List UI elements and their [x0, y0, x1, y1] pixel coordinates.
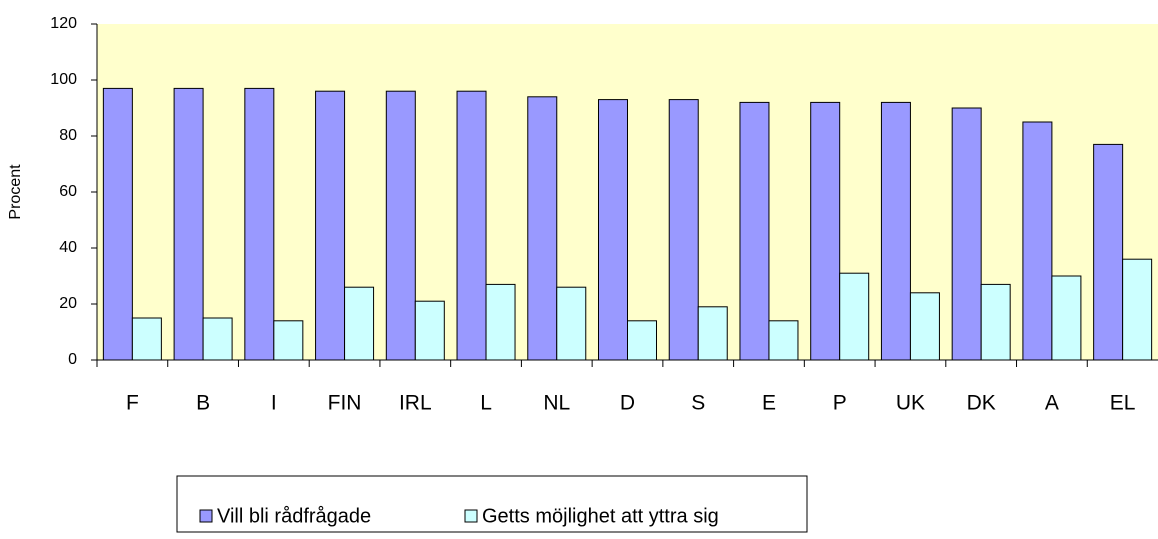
bar	[627, 320, 658, 361]
bar	[315, 90, 346, 361]
bar	[527, 96, 558, 361]
bar	[810, 101, 841, 361]
bar	[980, 283, 1011, 361]
x-tick-label: EL	[1110, 392, 1136, 415]
bar	[880, 101, 911, 361]
bar	[739, 101, 770, 361]
x-tick-label: S	[691, 392, 705, 415]
x-tick-label: DK	[967, 392, 996, 415]
bar	[668, 99, 699, 361]
bar	[244, 87, 275, 361]
legend-swatch	[199, 509, 213, 523]
y-tick-label: 20	[59, 295, 77, 312]
y-axis-label: Procent	[7, 164, 24, 220]
bar	[1122, 258, 1153, 361]
x-tick-label: B	[196, 392, 210, 415]
bar	[697, 306, 728, 361]
bar	[909, 292, 940, 361]
bar	[414, 300, 445, 361]
y-tick-label: 40	[59, 239, 77, 256]
x-tick-label: UK	[896, 392, 925, 415]
legend-swatch	[464, 509, 478, 523]
x-tick-label: D	[620, 392, 635, 415]
y-tick-label: 60	[59, 183, 77, 200]
bar	[951, 107, 982, 361]
bar	[385, 90, 416, 361]
bar	[173, 87, 204, 361]
bar	[1022, 121, 1053, 361]
bar	[273, 320, 304, 361]
y-tick-label: 120	[50, 15, 77, 32]
bar	[131, 317, 162, 361]
bar	[456, 90, 487, 361]
x-tick-label: IRL	[399, 392, 432, 415]
bar	[202, 317, 233, 361]
x-tick-label: L	[480, 392, 492, 415]
bar	[556, 286, 587, 361]
bar	[768, 320, 799, 361]
y-tick-label: 0	[68, 351, 77, 368]
bar	[102, 87, 133, 361]
legend-label: Getts möjlighet att yttra sig	[482, 505, 719, 527]
bar	[344, 286, 375, 361]
bar	[1093, 143, 1124, 361]
x-tick-label: A	[1045, 392, 1059, 415]
bar	[485, 283, 516, 361]
legend-label: Vill bli rådfrågade	[217, 505, 371, 527]
y-tick-label: 80	[59, 127, 77, 144]
bar	[1051, 275, 1082, 361]
x-tick-label: F	[126, 392, 139, 415]
bar	[597, 99, 628, 361]
x-tick-label: P	[833, 392, 847, 415]
bar	[839, 272, 870, 361]
x-tick-label: FIN	[328, 392, 362, 415]
x-tick-label: NL	[543, 392, 570, 415]
y-tick-label: 100	[50, 71, 77, 88]
x-tick-label: I	[271, 392, 277, 415]
x-tick-label: E	[762, 392, 776, 415]
legend-box	[176, 475, 808, 533]
